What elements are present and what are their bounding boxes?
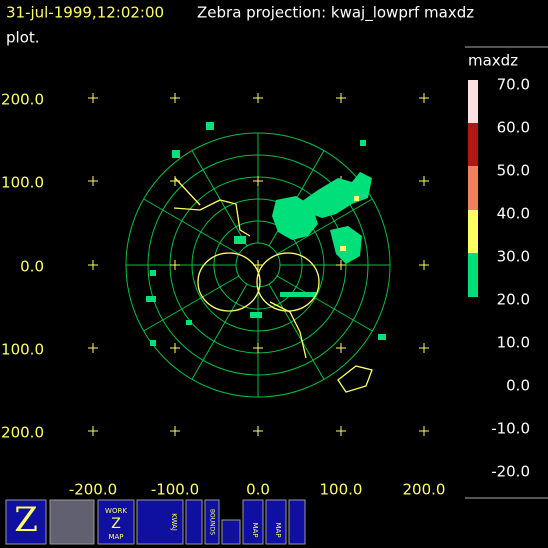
image-icon[interactable]	[49, 499, 95, 545]
legend-labels: 70.0 60.0 50.0 40.0 30.0 20.0 10.0 0.0 -10.0 -20.…	[491, 76, 530, 481]
coastlines	[173, 177, 373, 393]
icon-label: WORK	[105, 507, 127, 515]
x-axis-labels: -200.0 -100.0 0.0 100.0 200.0	[69, 481, 446, 499]
color-swatch	[468, 166, 478, 210]
ring-icon[interactable]	[288, 499, 306, 545]
zebra-logo: Z	[14, 500, 38, 540]
spoke	[276, 198, 373, 255]
echo	[272, 196, 318, 240]
spoke	[191, 150, 248, 247]
legend-label: 20.0	[497, 291, 530, 309]
toolbar: Z WORK Z MAP KWAJ BOUNDS MAP MAP	[5, 499, 306, 545]
echo	[298, 172, 372, 218]
y-axis-label: 100.0	[1, 341, 44, 359]
colorbar	[468, 80, 478, 297]
color-swatch	[468, 210, 478, 253]
legend-label: 30.0	[497, 248, 530, 266]
x-axis-label: -200.0	[69, 481, 117, 499]
spoke	[276, 275, 373, 332]
zebra-icon[interactable]	[5, 499, 47, 545]
icon-label: MAP	[108, 533, 123, 541]
color-swatch	[468, 253, 478, 297]
y-axis-label: 200.0	[1, 424, 44, 442]
color-swatch	[468, 80, 478, 123]
icon-label: MAP	[274, 522, 282, 537]
y-axis-label: 100.0	[1, 174, 44, 192]
legend-label: 70.0	[497, 76, 530, 94]
x-axis-label: 0.0	[246, 481, 270, 499]
map-icon[interactable]	[242, 499, 264, 545]
range-rings	[88, 93, 429, 436]
legend-label: -10.0	[491, 420, 530, 438]
echo	[146, 122, 386, 346]
y-axis-labels: 200.0 100.0 0.0 100.0 200.0	[1, 91, 44, 442]
icon-label: BOUNDS	[209, 509, 216, 535]
legend-label: 50.0	[497, 162, 530, 180]
legend-label: -20.0	[491, 463, 530, 481]
legend-label: 10.0	[497, 334, 530, 352]
kwaj-icon[interactable]	[136, 499, 184, 545]
color-swatch	[468, 123, 478, 166]
spoke	[143, 198, 240, 255]
spoke	[191, 283, 248, 380]
legend-label: 60.0	[497, 119, 530, 137]
radar-echoes	[146, 122, 386, 346]
title-continued: plot.	[6, 29, 40, 47]
spoke	[268, 283, 325, 380]
y-axis-label: 200.0	[1, 91, 44, 109]
title: Zebra projection: kwaj_lowprf maxdz	[197, 4, 474, 23]
x-axis-label: 100.0	[320, 481, 363, 499]
grid-icon[interactable]	[221, 519, 241, 545]
x-axis-label: 200.0	[403, 481, 446, 499]
globe-icon[interactable]	[185, 499, 203, 545]
work-map-icon[interactable]	[97, 499, 135, 545]
y-axis-label: 0.0	[20, 258, 44, 276]
x-axis-label: -100.0	[151, 481, 199, 499]
legend-label: 40.0	[497, 205, 530, 223]
timestamp: 31-jul-1999,12:02:00	[6, 4, 164, 22]
icon-label: MAP	[251, 522, 259, 537]
icon-label: KWAJ	[170, 513, 178, 531]
legend-field: maxdz	[468, 52, 518, 70]
spoke	[143, 275, 240, 332]
echo	[330, 226, 362, 264]
icon-label: Z	[111, 516, 121, 532]
map-icon[interactable]	[265, 499, 287, 545]
legend-label: 0.0	[506, 377, 530, 395]
bounds-icon[interactable]	[204, 499, 220, 545]
